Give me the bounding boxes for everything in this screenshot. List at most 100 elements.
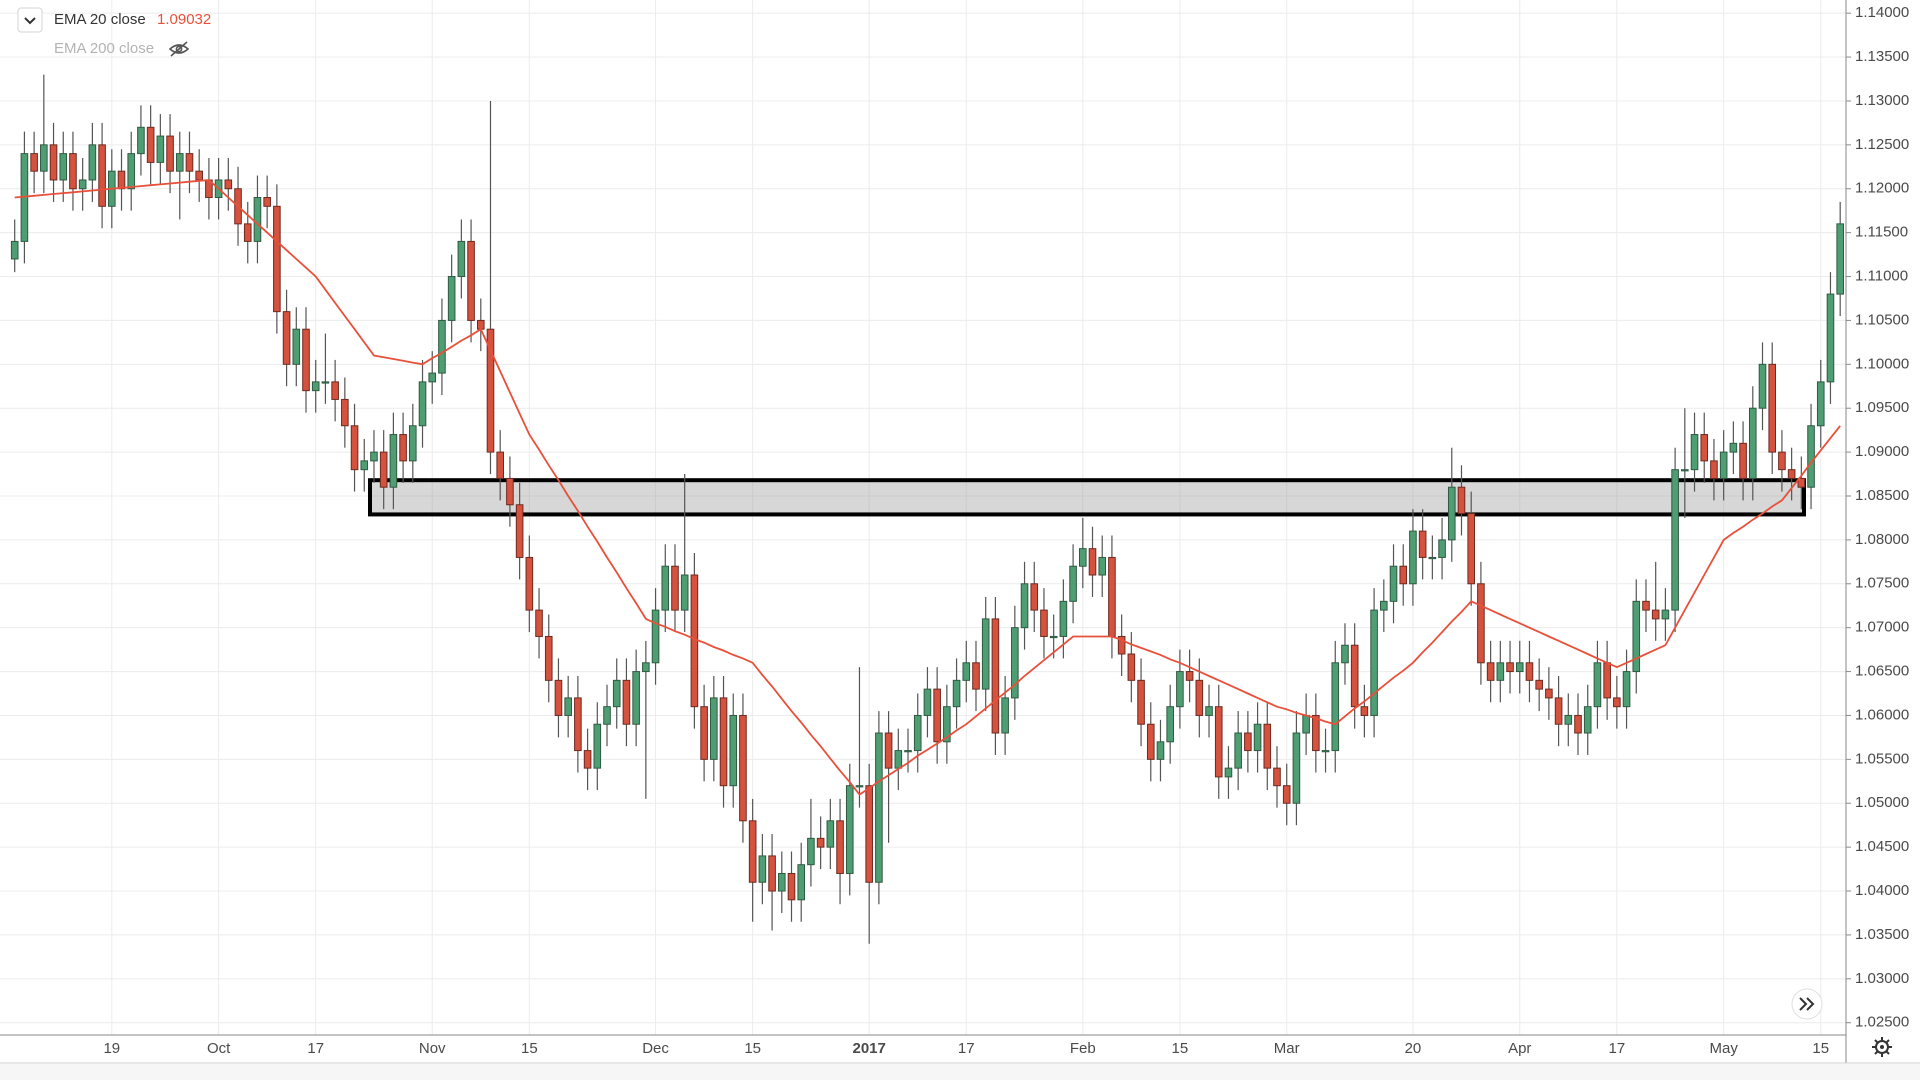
candle-body	[855, 785, 864, 788]
candle-body	[496, 451, 504, 479]
x-tick-label: Feb	[1070, 1040, 1096, 1057]
candle-body	[1292, 732, 1301, 804]
candle-body	[467, 240, 475, 321]
y-tick-label: 1.09500	[1855, 399, 1909, 416]
candle-body	[1321, 750, 1330, 753]
candle-body	[1613, 697, 1621, 708]
candle-body	[1166, 706, 1174, 743]
x-tick-label: 17	[1609, 1040, 1626, 1057]
x-tick-label: Apr	[1508, 1040, 1531, 1057]
candle-body	[913, 714, 922, 752]
candle-body	[748, 820, 757, 883]
candle-body	[1176, 671, 1184, 708]
candle-body	[622, 679, 631, 725]
y-tick-label: 1.04000	[1855, 882, 1909, 899]
candle-body	[69, 153, 77, 190]
legend-value: 1.09032	[157, 11, 211, 28]
candle-body	[457, 240, 466, 278]
hidden-icon[interactable]	[168, 41, 190, 57]
candle-body	[253, 197, 262, 242]
candle-body	[642, 662, 650, 673]
candle-body	[379, 451, 388, 488]
support-zone	[368, 478, 1806, 517]
candle-body	[739, 714, 747, 822]
x-tick-label: May	[1709, 1040, 1738, 1057]
y-tick-label: 1.02500	[1855, 1014, 1909, 1031]
candle-body	[409, 425, 417, 462]
candle-body	[1593, 662, 1602, 708]
candle-body	[370, 451, 378, 462]
candle-body	[1069, 565, 1077, 602]
candle-body	[1807, 425, 1815, 488]
legend-name[interactable]: EMA 20 close	[54, 11, 146, 28]
x-tick-label: 20	[1405, 1040, 1422, 1057]
candle-body	[1195, 679, 1204, 716]
scroll-to-realtime[interactable]	[1791, 988, 1823, 1020]
candle-body	[1418, 530, 1427, 558]
candle-body	[1438, 539, 1446, 558]
candle-body	[1778, 451, 1786, 471]
x-tick-label: Oct	[207, 1040, 231, 1057]
candle-body	[515, 504, 524, 558]
ema-line	[14, 179, 1841, 796]
candle-body	[302, 328, 310, 392]
candle-body	[1205, 706, 1213, 716]
ema-layer	[14, 179, 1841, 796]
candle-body	[1574, 714, 1582, 734]
candle-body	[1312, 714, 1320, 752]
legend-name[interactable]: EMA 200 close	[54, 40, 154, 57]
candle-body	[166, 135, 174, 172]
candle-body	[710, 697, 718, 760]
candle-body	[544, 635, 553, 681]
candle-body	[175, 153, 184, 172]
candle-body	[612, 679, 621, 708]
candle-body	[1263, 723, 1272, 769]
candle-body	[331, 381, 339, 400]
candle-body	[418, 381, 427, 427]
candle-body	[1836, 223, 1844, 295]
y-tick-label: 1.10000	[1855, 355, 1909, 372]
x-tick-label: 15	[1812, 1040, 1829, 1057]
y-tick-label: 1.08000	[1855, 531, 1909, 548]
candle-body	[719, 697, 728, 787]
candle-body	[195, 170, 203, 181]
candle-body	[311, 381, 320, 392]
candle-body	[49, 144, 58, 181]
candle-body	[1079, 548, 1087, 567]
candle-body	[263, 197, 271, 207]
grid	[0, 0, 1846, 1035]
candle-body	[1447, 486, 1456, 541]
candle-body	[1350, 644, 1359, 708]
candle-body	[729, 714, 738, 787]
candle-body	[797, 864, 806, 901]
candle-body	[438, 319, 446, 374]
candle-body	[1341, 644, 1349, 664]
candle-body	[1108, 556, 1116, 637]
candle-body	[282, 311, 291, 365]
chevron-icon	[24, 17, 36, 25]
candle-body	[1700, 434, 1709, 462]
x-tick-label: 15	[521, 1040, 538, 1057]
y-tick-label: 1.12500	[1855, 136, 1909, 153]
candle-body	[768, 855, 776, 892]
candle-body	[574, 697, 582, 752]
candle-body	[341, 398, 349, 427]
candle-body	[40, 144, 48, 172]
candle-body	[700, 706, 708, 760]
candle-body	[836, 820, 844, 874]
candle-body	[1331, 662, 1340, 752]
candle-body	[777, 872, 786, 892]
candle-body	[1360, 706, 1369, 716]
candle-body	[59, 153, 68, 181]
candle-body	[321, 381, 330, 384]
settings-button[interactable]	[1872, 1037, 1892, 1057]
candle-body	[1467, 513, 1476, 585]
candle-body	[389, 434, 398, 488]
candle-body	[972, 662, 980, 690]
legend-toggle[interactable]	[17, 7, 43, 33]
candle-body	[865, 785, 873, 883]
candle-body	[1001, 697, 1009, 734]
candle-body	[1020, 583, 1029, 629]
candle-body	[1554, 697, 1563, 725]
